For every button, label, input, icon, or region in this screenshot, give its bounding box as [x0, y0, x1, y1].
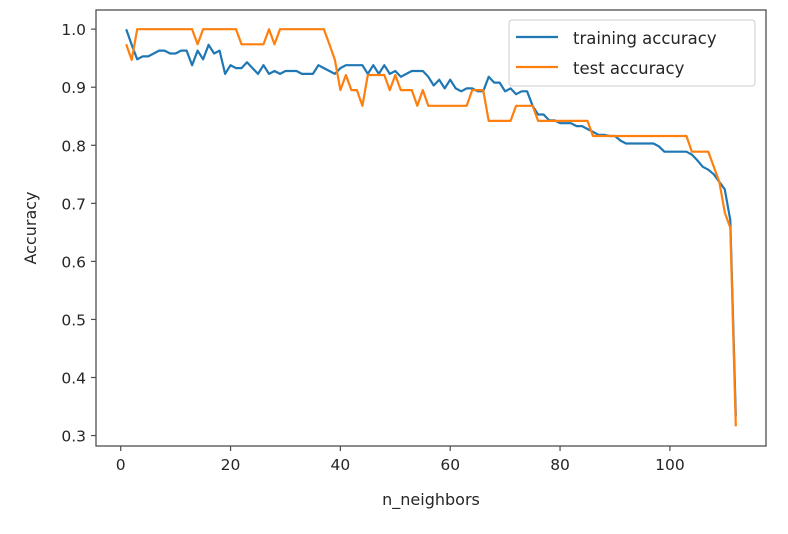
y-axis-label: Accuracy — [21, 191, 40, 264]
x-tick-label: 0 — [116, 456, 126, 474]
y-tick-label: 0.3 — [61, 428, 86, 446]
y-tick-label: 0.7 — [61, 195, 86, 213]
x-tick-label: 60 — [440, 456, 460, 474]
x-tick-label: 20 — [221, 456, 241, 474]
x-axis-label: n_neighbors — [382, 490, 480, 510]
x-tick-label: 40 — [331, 456, 351, 474]
test-accuracy-line — [125, 28, 737, 427]
legend-box — [508, 19, 756, 87]
y-tick-label: 0.4 — [61, 369, 86, 387]
y-axis-ticks: 0.3 0.4 0.5 0.6 0.7 0.8 0.9 1.0 — [61, 21, 96, 446]
training-accuracy-line — [125, 28, 737, 417]
plot-lines — [125, 28, 737, 427]
y-tick-label: 1.0 — [61, 21, 86, 39]
y-tick-label: 0.5 — [61, 311, 86, 329]
legend: training accuracy test accuracy — [508, 19, 756, 87]
y-tick-label: 0.9 — [61, 79, 86, 97]
legend-test-label: test accuracy — [573, 59, 685, 78]
y-tick-label: 0.6 — [61, 253, 86, 271]
x-tick-label: 100 — [655, 456, 685, 474]
legend-training-label: training accuracy — [573, 29, 717, 48]
axes-frame — [95, 9, 767, 447]
x-tick-label: 80 — [550, 456, 570, 474]
x-axis-ticks: 0 20 40 60 80 100 — [116, 446, 685, 474]
y-tick-label: 0.8 — [61, 137, 86, 155]
